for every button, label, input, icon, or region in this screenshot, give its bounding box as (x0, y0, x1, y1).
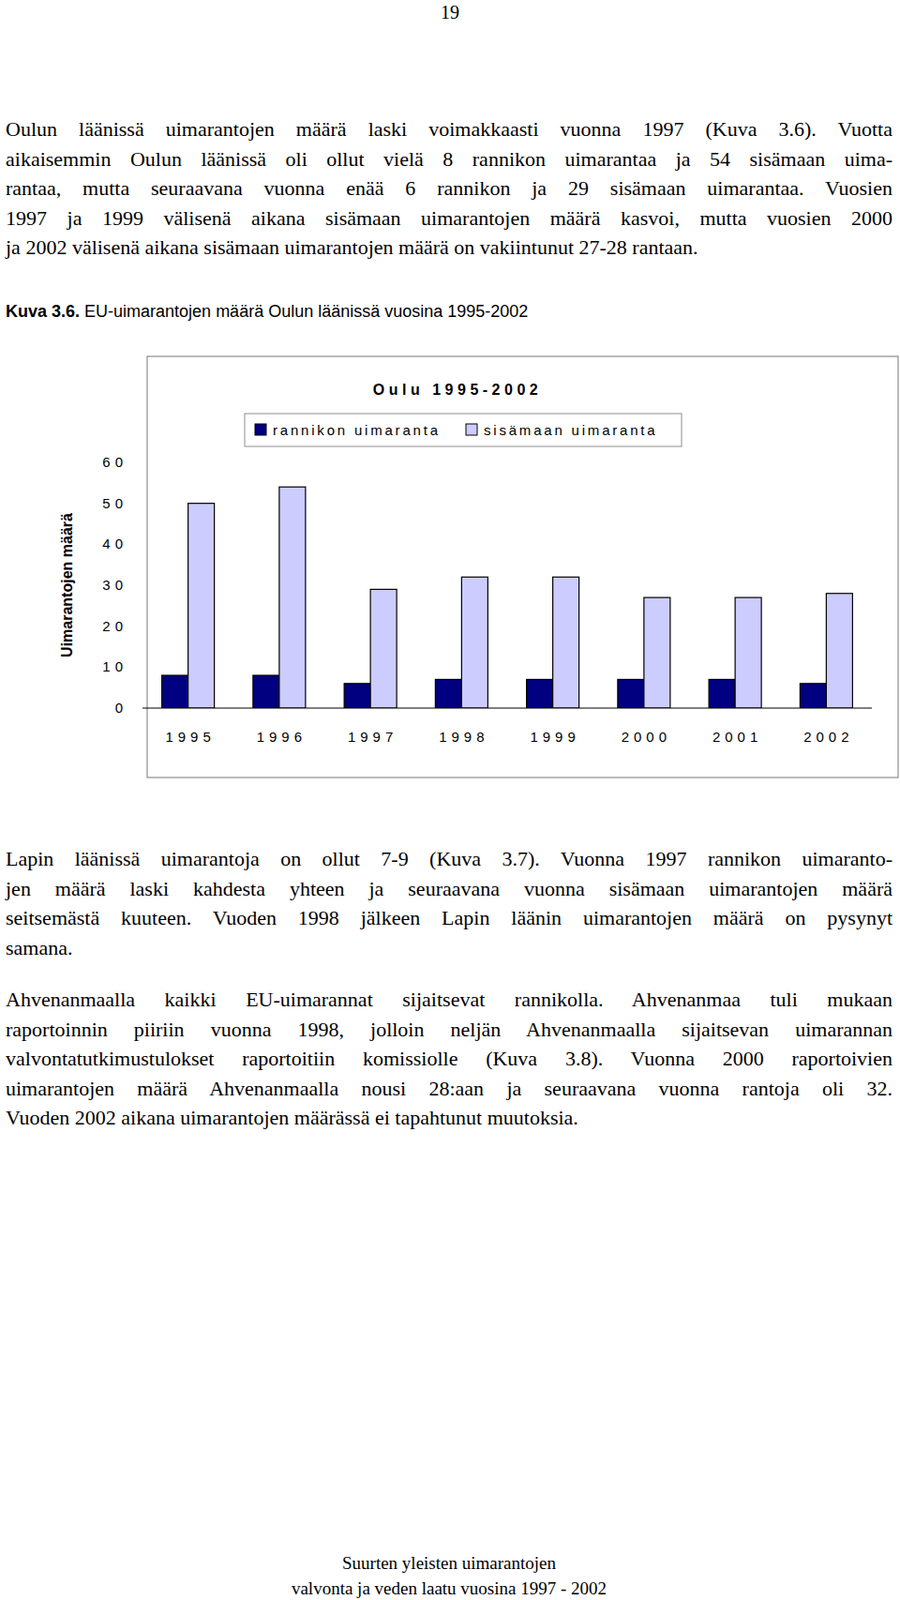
page: 19 Oulun läänissä uimarantojen määrä lask… (0, 0, 900, 1600)
bar (279, 486, 306, 708)
legend-box (244, 413, 682, 447)
bar (526, 678, 554, 708)
bar (253, 675, 280, 708)
x-axis-line (142, 707, 872, 709)
text-line: ja 2002 välisenä aikana sisämaan uimaran… (5, 232, 893, 263)
paragraph: Lapin läänissä uimarantoja on ollut 7-9 … (5, 843, 893, 962)
x-tick-label: 1995 (165, 728, 215, 745)
x-tick-label: 1997 (347, 728, 398, 745)
bar (735, 597, 762, 708)
legend-swatch (255, 423, 267, 435)
footer-line: Suurten yleisten uimarantojen (0, 1550, 899, 1575)
y-tick-label: 60 (102, 453, 128, 470)
y-tick-label: 40 (102, 535, 128, 552)
text-line: raportoinnin piiriin vuonna 1998, jolloi… (5, 1014, 893, 1045)
legend-label: sisämaan uimaranta (483, 421, 658, 438)
chart-title: Oulu 1995-2002 (373, 381, 542, 398)
page-number: 19 (0, 0, 900, 25)
bar (617, 678, 645, 708)
text-line: valvontatutkimustulokset raportoitiin ko… (5, 1043, 893, 1074)
bar (825, 593, 853, 708)
x-tick-label: 2002 (803, 728, 854, 745)
text-line: seitsemästä kuuteen. Vuoden 1998 jälkeen… (5, 902, 893, 933)
bar (553, 576, 580, 708)
x-tick-label: 1996 (256, 728, 307, 745)
bar (344, 683, 371, 708)
y-tick-label: 0 (115, 699, 128, 716)
text-line: uimarantojen määrä Ahvenanmaalla nousi 2… (5, 1073, 893, 1104)
bar (799, 683, 826, 708)
text-line: Lapin läänissä uimarantoja on ollut 7-9 … (5, 843, 893, 874)
paragraph: Ahvenanmaalla kaikki EU-uimarannat sijai… (5, 984, 893, 1133)
caption-label: Kuva 3.6. (5, 301, 80, 321)
text-line: 1997 ja 1999 välisenä aikana sisämaan ui… (5, 203, 893, 234)
x-tick-label: 2001 (712, 728, 763, 745)
caption-text: EU-uimarantojen määrä Oulun läänissä vuo… (84, 301, 528, 321)
text-line: Ahvenanmaalla kaikki EU-uimarannat sijai… (5, 984, 893, 1015)
text-line: aikaisemmin Oulun läänissä oli ollut vie… (5, 144, 893, 175)
text-line: samana. (5, 932, 893, 963)
y-tick-label: 20 (102, 617, 128, 634)
caption-space (79, 301, 85, 321)
text-line: Vuoden 2002 aikana uimarantojen määrässä… (5, 1102, 893, 1133)
bar (370, 588, 397, 708)
footer-line: valvonta ja veden laatu vuosina 1997 - 2… (0, 1575, 899, 1600)
legend-label: rannikon uimaranta (272, 421, 441, 438)
y-tick-label: 30 (102, 576, 128, 593)
bar (435, 678, 462, 708)
chart: Oulu 1995-2002 Uimarantojen määrä 0 10 20 30 4… (0, 0, 900, 1600)
paragraph: Oulun läänissä uimarantojen määrä laski … (5, 114, 893, 263)
bar (708, 678, 735, 708)
x-tick-label: 1999 (529, 728, 580, 745)
y-axis-label: Uimarantojen määrä (59, 512, 75, 658)
chart-frame (147, 356, 899, 778)
figure-caption: Kuva 3.6. EU-uimarantojen määrä Oulun lä… (5, 300, 528, 323)
text-line: rantaa, mutta seuraavana vuonna enää 6 r… (5, 173, 893, 204)
x-tick-label: 2000 (621, 728, 672, 745)
text-line: Oulun läänissä uimarantojen määrä laski … (5, 114, 893, 145)
x-tick-label: 1998 (438, 728, 489, 745)
plot-area (162, 486, 854, 708)
bar (162, 675, 189, 708)
y-tick-label: 50 (102, 495, 128, 511)
bar (188, 503, 215, 708)
bar (461, 576, 488, 708)
bar (644, 597, 671, 708)
text-line: jen määrä laski kahdesta yhteen ja seura… (5, 873, 893, 904)
y-tick-label: 10 (102, 658, 128, 675)
legend-swatch (465, 423, 478, 435)
